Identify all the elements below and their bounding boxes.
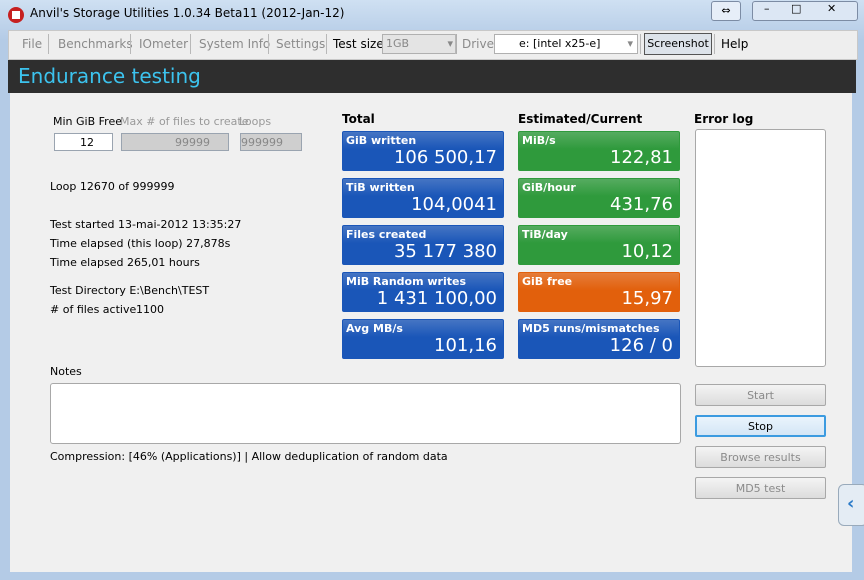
help-menu[interactable]: Help <box>721 37 749 51</box>
drive-value: e: [intel x25-e] <box>519 37 601 50</box>
menu-item[interactable]: File <box>22 37 43 51</box>
screenshot-button[interactable]: Screenshot <box>644 33 712 55</box>
test-size-label: Test size <box>333 37 384 51</box>
tile-value: 104,0041 <box>411 194 497 215</box>
side-tab[interactable]: ‹ <box>838 484 864 526</box>
loops-label: Loops <box>239 115 272 128</box>
app-icon <box>8 7 24 23</box>
menu-item[interactable]: Benchmarks <box>58 37 133 51</box>
stat-tile: TiB/day 10,12 <box>518 225 680 265</box>
test-size-select[interactable]: 1GB ▾ <box>382 34 457 54</box>
notes-label: Notes <box>50 365 82 378</box>
files-active-value: 1100 <box>136 303 164 316</box>
tile-label: MiB Random writes <box>346 275 467 288</box>
tile-label: GiB written <box>346 134 417 147</box>
menu-item[interactable]: IOmeter <box>139 37 189 51</box>
tile-value: 15,97 <box>621 288 673 309</box>
stat-tile: Files created 35 177 380 <box>342 225 504 265</box>
stat-tile: Avg MB/s 101,16 <box>342 319 504 359</box>
stat-tile: MD5 runs/mismatches 126 / 0 <box>518 319 680 359</box>
status-line: Test started 13-mai-2012 13:35:27 <box>50 218 242 231</box>
min-free-value: 12 <box>80 136 94 149</box>
tile-value: 1 431 100,00 <box>376 288 497 309</box>
page-title: Endurance testing <box>18 64 201 88</box>
drive-select[interactable]: e: [intel x25-e] ▾ <box>494 34 638 54</box>
header-bar <box>8 60 856 93</box>
loops-input[interactable]: 999999 <box>240 133 302 151</box>
min-free-label: Min GiB Free <box>53 115 122 128</box>
menu-item[interactable]: System Info <box>199 37 271 51</box>
max-files-label: Max # of files to create <box>120 115 249 128</box>
total-heading: Total <box>342 112 375 126</box>
loop-status: Loop 12670 of 999999 <box>50 180 175 193</box>
notes-box[interactable] <box>50 383 681 444</box>
test-directory: Test Directory E:\Bench\TEST <box>50 284 210 297</box>
stat-tile: MiB/s 122,81 <box>518 131 680 171</box>
tile-value: 10,12 <box>621 241 673 262</box>
tile-label: GiB free <box>522 275 573 288</box>
tile-value: 106 500,17 <box>393 147 497 168</box>
tile-value: 122,81 <box>610 147 673 168</box>
stop-button[interactable]: Stop <box>695 415 826 437</box>
error-log-label: Error log <box>694 112 754 126</box>
tile-label: TiB written <box>346 181 415 194</box>
tile-label: TiB/day <box>522 228 568 241</box>
test-size-value: 1GB <box>386 37 410 50</box>
status-line: Time elapsed (this loop) 27,878s <box>50 237 231 250</box>
tile-value: 101,16 <box>434 335 497 356</box>
tile-label: GiB/hour <box>522 181 576 194</box>
max-files-input[interactable]: 99999 <box>121 133 229 151</box>
drive-label: Drive <box>462 37 494 51</box>
start-button[interactable]: Start <box>695 384 826 406</box>
min-free-input[interactable]: 12 <box>54 133 113 151</box>
status-line: Time elapsed 265,01 hours <box>50 256 200 269</box>
loops-value: 999999 <box>241 136 283 149</box>
tile-label: MiB/s <box>522 134 556 147</box>
tile-value: 431,76 <box>610 194 673 215</box>
window-controls[interactable]: – □ ✕ <box>752 1 858 21</box>
browse-button[interactable]: Browse results <box>695 446 826 468</box>
md5-button[interactable]: MD5 test <box>695 477 826 499</box>
tile-label: MD5 runs/mismatches <box>522 322 660 335</box>
stat-tile: GiB free 15,97 <box>518 272 680 312</box>
menu-item[interactable]: Settings <box>276 37 326 51</box>
tile-value: 35 177 380 <box>393 241 497 262</box>
stat-tile: GiB written 106 500,17 <box>342 131 504 171</box>
files-active-label: # of files active <box>50 303 137 316</box>
tile-value: 126 / 0 <box>609 335 673 356</box>
stat-tile: TiB written 104,0041 <box>342 178 504 218</box>
tile-label: Avg MB/s <box>346 322 403 335</box>
estimated-heading: Estimated/Current <box>518 112 643 126</box>
resize-button[interactable]: ⇔ <box>711 1 741 21</box>
compression-info: Compression: [46% (Applications)] | Allo… <box>50 450 448 463</box>
max-files-value: 99999 <box>175 136 210 149</box>
error-log-box[interactable] <box>695 129 826 367</box>
stat-tile: MiB Random writes 1 431 100,00 <box>342 272 504 312</box>
stat-tile: GiB/hour 431,76 <box>518 178 680 218</box>
tile-label: Files created <box>346 228 427 241</box>
window-title: Anvil's Storage Utilities 1.0.34 Beta11 … <box>30 6 345 20</box>
